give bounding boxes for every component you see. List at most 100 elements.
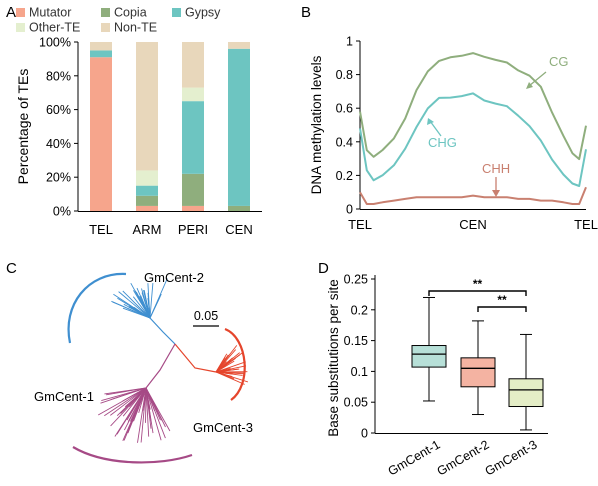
branch [97,387,147,416]
branch [124,387,147,408]
branch [145,387,154,434]
branch [132,296,151,319]
bar-cen-gypsy [228,48,250,206]
series-arrowhead-chh [492,190,500,197]
significance-bracket [477,306,527,312]
series-arrow-cg [528,71,547,87]
branch [215,359,232,373]
clade-gmcent-3-branches [215,345,249,385]
branch [122,290,151,319]
x-tick-label-arm: ARM [133,222,162,237]
line-cg [359,52,587,161]
bar-arm-gypsy [136,185,158,196]
significance-label: ** [497,293,507,307]
clade-gmcent-2-branches [111,278,168,319]
bar-peri-non-te [182,42,204,88]
y-tick-label: 1 [346,35,353,49]
branch [147,283,151,319]
branch [114,387,147,437]
series-arrowhead-cg [526,82,533,89]
y-tick-label: 0 [361,427,368,441]
branch [135,291,151,319]
bar-peri-mutator [182,205,204,211]
bar-peri-gypsy [182,101,204,174]
backbone-gmcent-3 [174,343,217,373]
y-tick-label: 0.05 [344,396,368,410]
branch [215,354,229,373]
bar-tel-gypsy [90,50,112,58]
scale-bar-label: 0.05 [194,309,218,323]
legend-swatch-other-te [16,23,25,32]
branch [128,305,151,319]
box-gmcent-3 [508,378,544,408]
branch [145,387,162,441]
legend-label-non-te: Non-TE [114,21,157,35]
x-tick-label-gmcent-1: GmCent-1 [386,437,443,478]
x-tick-label-cen: CEN [459,217,486,232]
panel-label-c: C [6,260,17,277]
branch [100,387,147,404]
y-tick-label: 0.2 [336,169,353,183]
y-axis-title: Percentage of TEs [15,69,31,185]
clade-label-gmcent-3: GmCent-3 [193,420,253,435]
backbone-gmcent-2 [149,317,176,345]
x-tick-label-gmcent-3: GmCent-3 [483,437,540,478]
x-tick-label-peri: PERI [178,222,208,237]
y-tick-label: 60% [46,103,71,117]
panel-label-d: D [318,260,329,277]
clade-arc-gmcent-1 [72,446,193,464]
backbone-gmcent-1 [145,343,176,389]
y-axis-title: DNA methylation levels [309,55,324,194]
bar-cen-non-te [228,42,250,49]
clade-label-gmcent-2: GmCent-2 [144,270,204,285]
legend-label-gypsy: Gypsy [185,6,221,20]
branch [149,293,162,319]
line-chg [359,92,587,187]
legend-swatch-non-te [101,23,110,32]
legend-label-mutator: Mutator [29,6,71,20]
y-tick-label: 40% [46,137,71,151]
branch [122,387,147,441]
series-label-chh: CHH [482,161,510,176]
x-tick-label-gmcent-2: GmCent-2 [435,437,492,478]
box-gmcent-2 [460,357,496,388]
branch [143,290,151,319]
x-tick-label-tel: TEL [574,217,598,232]
bar-arm-copia [136,195,158,206]
bar-peri-other-te [182,87,204,102]
y-tick-label: 20% [46,171,71,185]
branch [145,387,163,421]
clade-arc-gmcent-2 [67,272,127,344]
clade-label-gmcent-1: GmCent-1 [34,389,94,404]
panel-b-methylation-line-chart: 0 0.2 0.4 0.6 0.8 1 DNA methylation levels TEL C… [309,35,598,233]
y-tick-label: 0.2 [351,303,368,317]
legend-swatch-mutator [16,8,25,17]
y-tick-label: 100% [39,36,71,50]
branch [104,387,147,417]
y-tick-label: 0.6 [336,102,353,116]
panel-a-stacked-bar-chart: Mutator Copia Gypsy Other-TE Non-TE 0% 20% 40% 6… [15,6,262,237]
bar-tel-mutator [90,57,112,212]
y-tick-label: 0 [346,203,353,217]
x-tick-label-cen: CEN [225,222,252,237]
y-tick-label: 0% [53,205,71,219]
branch [110,387,147,416]
y-tick-label: 0.8 [336,68,353,82]
significance-bracket [428,290,527,296]
clade-arc-gmcent-3 [224,327,246,401]
x-tick-label-tel: TEL [89,222,113,237]
branch [215,371,233,378]
y-tick-label: 80% [46,69,71,83]
legend-label-copia: Copia [114,6,147,20]
series-label-chg: CHG [428,135,457,150]
series-arrowhead-chg [427,118,434,125]
line-chh [359,186,587,205]
y-tick-label: 0.4 [336,135,353,149]
legend-label-other-te: Other-TE [29,21,80,35]
y-axis-title: Base substitutions per site [326,279,341,437]
y-tick-label: 0.15 [344,334,368,348]
branch [122,387,147,417]
box-gmcent-1 [411,345,447,368]
